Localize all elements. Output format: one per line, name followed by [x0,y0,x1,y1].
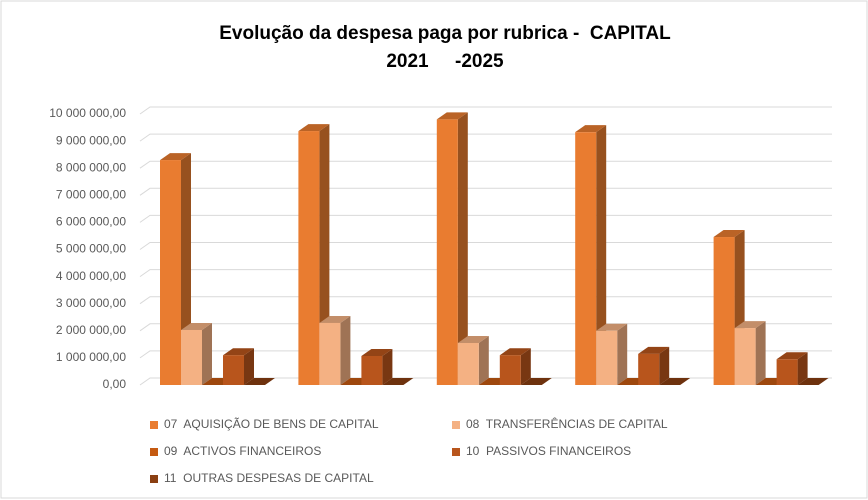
bar [436,119,458,386]
bar [319,322,341,385]
bar-side [382,349,393,385]
y-tick-label: 10 000 000,00 [49,106,126,120]
bar-top [298,124,330,132]
legend-label: 08 TRANSFERÊNCIAS DE CAPITAL [466,416,668,431]
legend-swatch [452,421,460,429]
bar-top [776,352,808,360]
bar [361,356,383,385]
bar-top [436,112,468,120]
bar-side [202,322,212,385]
y-tick-label: 9 000 000,00 [56,133,126,147]
y-tick-label: 2 000 000,00 [56,323,126,337]
bar-top [575,125,607,133]
legend-label: 09 ACTIVOS FINANCEIROS [164,444,321,458]
bar-side [596,125,607,386]
y-tick-label: 1 000 000,00 [56,350,126,364]
y-tick-label: 4 000 000,00 [56,269,126,283]
bar-side [478,335,489,385]
bar-top [457,335,489,343]
bar [457,342,479,385]
bar [776,359,798,385]
y-tick-label: 3 000 000,00 [56,296,126,310]
bar-top [382,378,414,385]
bar-top [797,378,829,385]
legend-label: 11 OUTRAS DESPESAS DE CAPITAL [164,471,374,485]
bar-side [755,321,766,385]
legend-swatch [150,421,158,429]
legend-label: 07 AQUISIÇÃO DE BENS DE CAPITAL [164,417,379,431]
chart-title: Evolução da despesa paga por rubrica - C… [219,23,671,44]
legend-swatch [150,448,158,456]
bar-side [340,315,351,385]
bar-side [797,352,808,385]
bar-top [734,321,766,329]
bar-side [244,348,254,385]
bar-top [499,348,531,356]
chart-subtitle: 2021 -2025 [386,51,504,72]
legend-swatch [452,448,460,456]
bar [298,131,320,385]
y-tick-label: 7 000 000,00 [56,187,126,201]
bar [181,329,202,385]
bar [160,160,181,385]
bar-side [457,112,468,386]
bar [596,330,618,385]
y-tick-label: 8 000 000,00 [56,160,126,174]
bar-top [223,348,254,356]
bar-top [659,378,691,385]
legend-label: 10 PASSIVOS FINANCEIROS [466,444,631,458]
grid-line [139,106,832,115]
y-tick-label: 6 000 000,00 [56,215,126,229]
bar-top [160,153,191,161]
bar [499,355,521,385]
bar-top [244,378,275,385]
bar-side [659,346,670,385]
bar [638,353,660,385]
bar-top [596,323,628,331]
bar-top [319,315,351,323]
bar-top [361,349,393,357]
y-tick-label: 5 000 000,00 [56,242,126,256]
legend-swatch [150,475,158,483]
bar [223,355,244,385]
bar-top [638,346,670,354]
bar-top [181,322,212,330]
bar [734,328,756,385]
bar-side [617,323,628,385]
bar-top [713,230,745,238]
y-tick-label: 0,00 [103,377,127,391]
bar-top [520,378,552,385]
bar [575,132,597,385]
bar-side [520,348,531,385]
bar [713,237,735,385]
